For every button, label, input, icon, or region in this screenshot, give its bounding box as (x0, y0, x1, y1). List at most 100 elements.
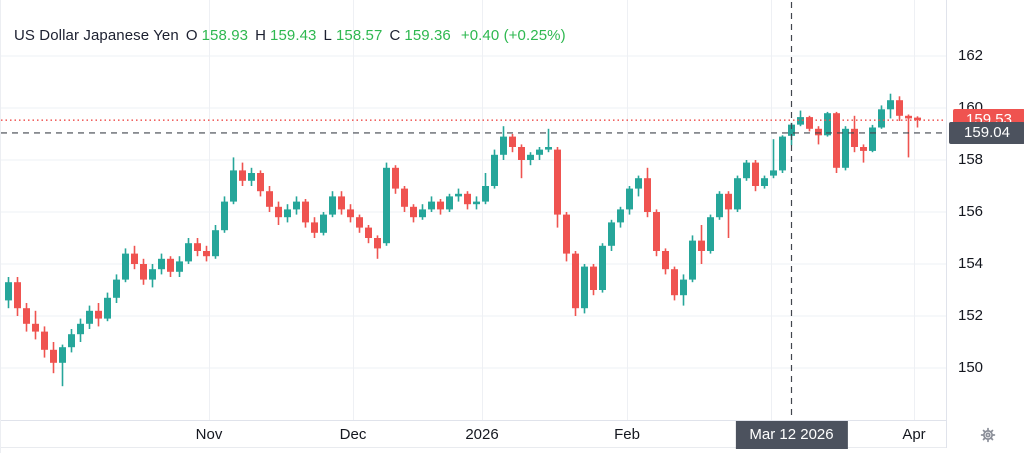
candle-body (878, 109, 885, 128)
candle-body (752, 162, 759, 186)
candle-body (716, 193, 723, 218)
candle-body (356, 217, 363, 228)
candle-body (50, 349, 57, 363)
time-axis[interactable]: Mar 12 2026 Nov Dec 2026 Feb Apr (1, 420, 1024, 449)
candle-body (554, 149, 561, 215)
candle-body (806, 117, 813, 129)
candle-body (68, 334, 75, 348)
candle-body (626, 188, 633, 210)
candle-body (635, 178, 642, 189)
candle-body (131, 253, 138, 264)
candle-body (23, 308, 30, 324)
gear-icon (980, 427, 996, 443)
candle-body (563, 214, 570, 254)
candle-body (167, 258, 174, 272)
candle-body (482, 186, 489, 202)
candle-body (122, 253, 129, 280)
price-axis-label: 156 (958, 203, 984, 220)
candle-body (824, 113, 831, 136)
open-label: O (185, 27, 198, 44)
candle-body (266, 191, 273, 207)
candle-body (248, 173, 255, 181)
close-value: 159.36 (404, 27, 451, 44)
candle-body (230, 170, 237, 202)
time-axis-label: 2026 (465, 426, 499, 443)
candle-body (590, 266, 597, 290)
low-value: 158.57 (335, 27, 383, 44)
candle-body (905, 115, 912, 119)
time-axis-label: Apr (902, 426, 926, 443)
candle-body (671, 269, 678, 296)
candle-body (608, 222, 615, 246)
candle-body (140, 264, 147, 280)
candle-body (257, 173, 264, 192)
candle-body (734, 178, 741, 210)
candle-body (284, 209, 291, 218)
candle-body (860, 147, 867, 151)
candle-body (446, 196, 453, 210)
candle-body (644, 178, 651, 212)
time-axis-label: Dec (339, 426, 367, 443)
price-axis[interactable]: 159.53 159.04 162 160 158 156 154 152 150 (946, 0, 1024, 448)
crosshair (1, 2, 946, 420)
candle-body (95, 310, 102, 319)
candle-body (581, 266, 588, 309)
candlestick-plot[interactable] (1, 0, 946, 420)
candle-body (815, 128, 822, 136)
candle-body (689, 240, 696, 280)
candle-body (329, 196, 336, 215)
candle-body (788, 124, 795, 136)
candle-body (500, 136, 507, 155)
candle-body (419, 209, 426, 218)
candle-body (392, 167, 399, 189)
candle-body (149, 269, 156, 280)
price-axis-label: 158 (958, 151, 984, 168)
candle-body (338, 196, 345, 210)
candle-body (662, 251, 669, 270)
settings-gear-button[interactable] (972, 423, 1004, 447)
candle-body (599, 245, 606, 290)
candle-body (572, 253, 579, 309)
candle-body (680, 279, 687, 296)
candle-body (797, 117, 804, 125)
candle-body (896, 100, 903, 116)
candle-body (743, 162, 750, 179)
close-label: C (389, 27, 401, 44)
candle-body (5, 282, 12, 301)
price-axis-label: 150 (958, 359, 984, 376)
symbol-legend: US Dollar Japanese Yen O 158.93 H 159.43 L 158… (14, 27, 566, 44)
candle-body (410, 206, 417, 218)
time-axis-label: Nov (195, 426, 223, 443)
candle-body (194, 243, 201, 251)
candle-body (761, 178, 768, 186)
candle-body (203, 251, 210, 257)
candle-body (473, 201, 480, 205)
candle-body (239, 170, 246, 181)
candle-body (851, 128, 858, 147)
price-axis-label: 162 (958, 47, 984, 64)
low-label: L (323, 27, 332, 44)
candle-body (59, 347, 66, 363)
candle-body (770, 170, 777, 176)
candle-body (41, 331, 48, 350)
crosshair-price-badge: 159.04 (949, 121, 1024, 144)
candle-body (725, 193, 732, 210)
candle-body (293, 201, 300, 210)
candle-body (428, 201, 435, 210)
candle-body (401, 188, 408, 207)
candle-body (455, 193, 462, 197)
high-label: H (255, 27, 267, 44)
candle-body (311, 222, 318, 233)
candle-body (176, 261, 183, 272)
candle-body (275, 206, 282, 218)
grid-lines (1, 0, 946, 420)
candle-body (14, 282, 21, 309)
candle-body (545, 147, 552, 150)
symbol-title: US Dollar Japanese Yen (14, 27, 179, 44)
candle-body (86, 310, 93, 324)
candle-body (653, 212, 660, 251)
crosshair-date-badge: Mar 12 2026 (735, 421, 848, 449)
candle-body (617, 209, 624, 223)
candle-body (77, 323, 84, 335)
